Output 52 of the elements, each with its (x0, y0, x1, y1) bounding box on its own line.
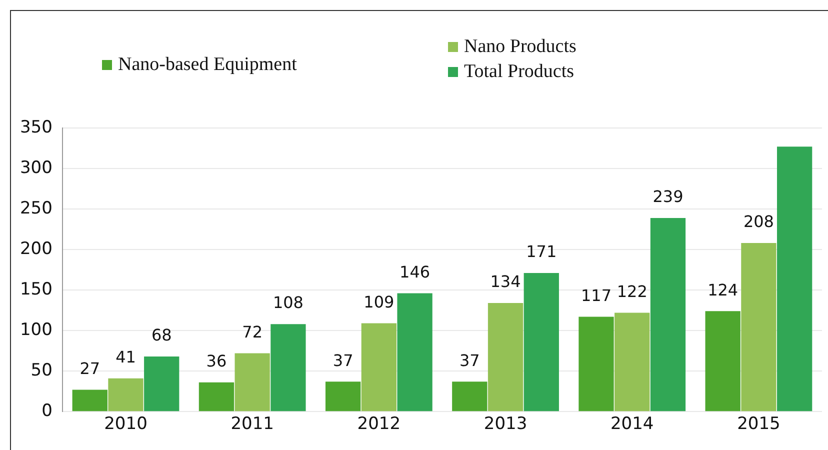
x-tick-label: 2015 (737, 414, 780, 434)
data-label: 134 (490, 272, 521, 292)
legend-label: Total Products (464, 61, 574, 83)
y-tick-label: 0 (42, 401, 52, 422)
data-label: 117 (580, 286, 612, 305)
data-label: 37 (459, 350, 480, 370)
y-tick-label: 250 (20, 198, 52, 218)
data-label: 124 (708, 280, 738, 300)
data-label: 72 (242, 322, 263, 342)
data-label: 239 (652, 187, 684, 206)
bar (72, 390, 108, 412)
x-tick-label: 2014 (610, 414, 654, 434)
data-label: 41 (116, 348, 136, 367)
x-tick-label: 2011 (230, 414, 274, 434)
x-tick-label: 2013 (484, 414, 528, 434)
legend-label: Nano Products (464, 36, 576, 58)
y-tick-label: 200 (20, 238, 52, 259)
bar (650, 218, 686, 412)
data-label: 37 (332, 350, 354, 370)
bar (614, 312, 650, 412)
bar (776, 146, 812, 412)
y-tick-label: 150 (20, 279, 52, 300)
data-label: 122 (616, 282, 648, 301)
data-label: 208 (743, 212, 774, 232)
bar (578, 316, 614, 412)
data-label: 68 (151, 326, 172, 345)
y-tick-label: 350 (20, 117, 52, 138)
bar (198, 382, 234, 412)
data-label: 171 (526, 242, 557, 262)
y-tick-label: 300 (20, 158, 52, 178)
legend-label: Nano-based Equipment (118, 54, 297, 76)
y-tick-label: 100 (20, 320, 52, 340)
bar (108, 378, 144, 412)
bar (488, 303, 524, 412)
data-label: 108 (272, 293, 304, 312)
data-label: 36 (206, 352, 227, 371)
bar (325, 382, 361, 412)
bar (234, 353, 270, 412)
data-label: 27 (80, 358, 100, 378)
data-label: 146 (400, 262, 430, 282)
data-label: 109 (364, 292, 394, 312)
x-tick-label: 2012 (357, 414, 401, 434)
y-tick-label: 50 (30, 360, 52, 381)
bar (705, 311, 740, 412)
x-tick-label: 2010 (104, 414, 148, 434)
bar (524, 273, 559, 412)
bar (741, 243, 776, 412)
bar (144, 356, 180, 412)
bar (270, 324, 306, 412)
bar (452, 382, 488, 412)
bar (397, 293, 432, 412)
bar (361, 323, 397, 412)
